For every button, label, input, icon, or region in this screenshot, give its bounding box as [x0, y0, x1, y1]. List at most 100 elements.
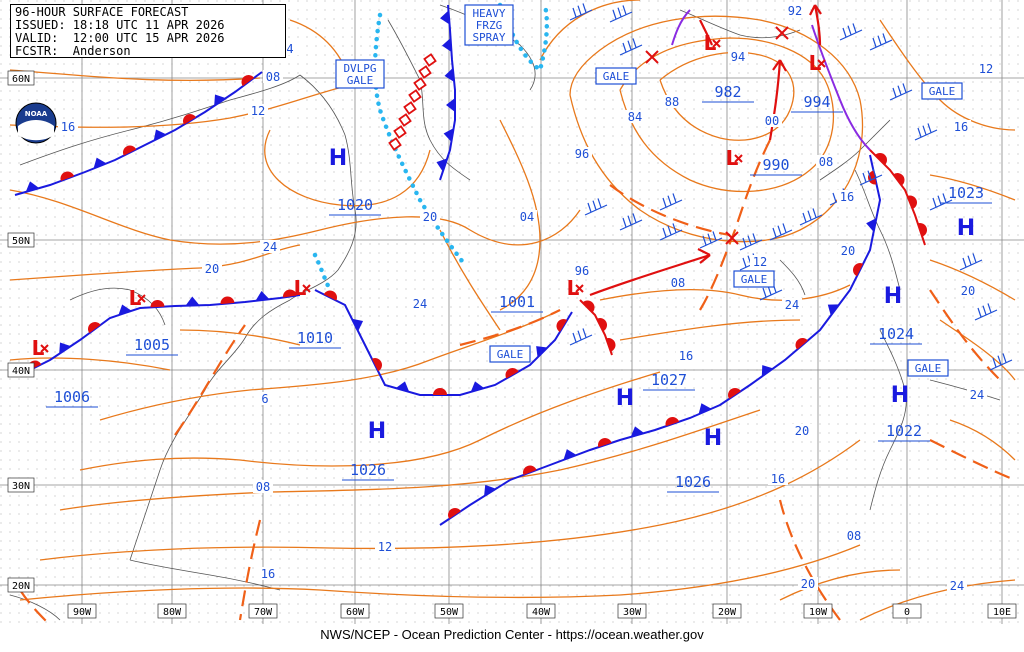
isobar-label: 16	[954, 120, 968, 134]
isobar-label: 16	[771, 472, 785, 486]
wind-barb-flag	[672, 193, 677, 203]
low-pressure-center: L	[294, 276, 307, 300]
pressure-value: 1027	[651, 371, 687, 389]
wind-barb-icon	[839, 23, 863, 41]
wind-barb-flag	[627, 40, 632, 50]
cold-front-symbol	[563, 449, 577, 460]
lon-label-box	[617, 603, 647, 619]
wind-barb-flag	[782, 223, 787, 233]
cold-front-symbol	[351, 318, 364, 332]
isobar-label: 24	[263, 240, 277, 254]
low-center-x-icon	[712, 39, 721, 48]
low-center-x-icon	[40, 344, 49, 353]
wind-barb-flag	[667, 225, 672, 235]
wind-barb-flag	[582, 3, 587, 13]
warm-front-symbol	[596, 318, 608, 332]
isobar-label-bg	[728, 50, 748, 63]
wind-barb-flag	[747, 235, 752, 245]
lon-label-box	[803, 603, 833, 619]
wind-barb-flag	[712, 231, 717, 241]
isobar-label-bg	[572, 264, 592, 277]
warm-front-symbol	[323, 290, 337, 301]
wind-barb-flag	[812, 208, 817, 218]
isobar-label: 96	[575, 147, 589, 161]
ridge-marker	[388, 137, 402, 151]
wind-barb-flag	[762, 287, 767, 298]
wind-barb-flag	[577, 330, 582, 340]
lat-label-box	[7, 577, 35, 593]
wind-barb-icon	[889, 83, 913, 101]
gale-warning-label: GALE	[497, 348, 524, 361]
isobar-label-bg	[263, 70, 283, 83]
forecast-header: 96-HOUR SURFACE FORECAST ISSUED: 18:18 U…	[10, 4, 286, 58]
freezing-spray-warning-label: HEAVY	[472, 7, 505, 20]
isobar-label: 16	[679, 349, 693, 363]
warm-front-symbol	[582, 300, 595, 313]
wind-barb-staff	[859, 174, 883, 186]
isobar-label: 12	[979, 62, 993, 76]
front-line	[439, 4, 456, 181]
isobar-label: 08	[819, 155, 833, 169]
noaa-logo-wave	[18, 120, 54, 141]
pressure-value: 1026	[675, 473, 711, 491]
wind-barb-flag	[572, 7, 577, 18]
lat-label-box	[7, 362, 35, 378]
isobar-label: 4	[286, 42, 293, 56]
isobar-label: 12	[753, 255, 767, 269]
isobar-label: 20	[801, 577, 815, 591]
lon-label-box	[340, 603, 370, 619]
wind-barb-staff	[959, 259, 983, 271]
wind-barb-icon	[989, 353, 1013, 371]
pressure-value: 1005	[134, 336, 170, 354]
warm-front-symbol	[183, 114, 197, 125]
wind-barb-icon	[699, 231, 723, 249]
wind-barb-flag	[892, 87, 897, 98]
gale-warning-label: GALE	[915, 362, 942, 375]
isobar-label-bg	[958, 284, 978, 297]
low-pressure-center: L	[704, 31, 717, 55]
isobar-label: 20	[205, 262, 219, 276]
lon-label: 90W	[73, 607, 92, 618]
warm-front-symbol	[283, 289, 297, 298]
isobar-label-bg	[260, 240, 280, 253]
cold-front-symbol	[214, 94, 226, 106]
wind-barb-flag	[622, 217, 627, 228]
isobar-label-bg	[816, 155, 836, 168]
lon-label: 10W	[809, 607, 828, 618]
gale-warning-box	[907, 359, 949, 377]
isobar-label-bg	[517, 210, 537, 223]
lat-label: 50N	[12, 236, 30, 247]
wind-barb-flag	[882, 33, 887, 43]
warm-front-symbol	[917, 223, 927, 237]
lon-label-box	[434, 603, 464, 619]
wind-barb-icon	[929, 193, 953, 211]
lon-label-box	[248, 603, 278, 619]
wind-barb-icon	[569, 3, 593, 21]
wind-barb-staff	[889, 89, 913, 101]
wind-barb-icon	[959, 253, 983, 271]
warm-front-symbol	[598, 438, 612, 448]
high-pressure-center: H	[329, 146, 347, 171]
isobar-label: 12	[378, 540, 392, 554]
wind-barb-flag	[742, 257, 747, 268]
warm-front-symbol	[728, 388, 741, 399]
isobar-label-bg	[572, 147, 592, 160]
pressure-value: 982	[714, 83, 741, 101]
isobar-label-bg	[951, 120, 971, 133]
cold-front-symbol	[395, 381, 410, 392]
isobar-label: 08	[847, 529, 861, 543]
isobar-label-bg	[750, 255, 770, 268]
isobar-label-bg	[420, 210, 440, 223]
warm-front-symbol	[371, 358, 382, 372]
isobar-label: 84	[628, 110, 642, 124]
wind-barb-icon	[859, 168, 883, 186]
wind-barb-staff	[569, 9, 593, 21]
developing-gale-warning-box	[335, 59, 385, 89]
isobar-label-bg	[768, 472, 788, 485]
isobar-label-bg	[255, 392, 275, 405]
wind-barb-staff	[974, 309, 998, 321]
wind-barb-staff	[584, 204, 608, 216]
wind-barb-flag	[832, 192, 837, 203]
isobar-label-bg	[762, 114, 782, 127]
